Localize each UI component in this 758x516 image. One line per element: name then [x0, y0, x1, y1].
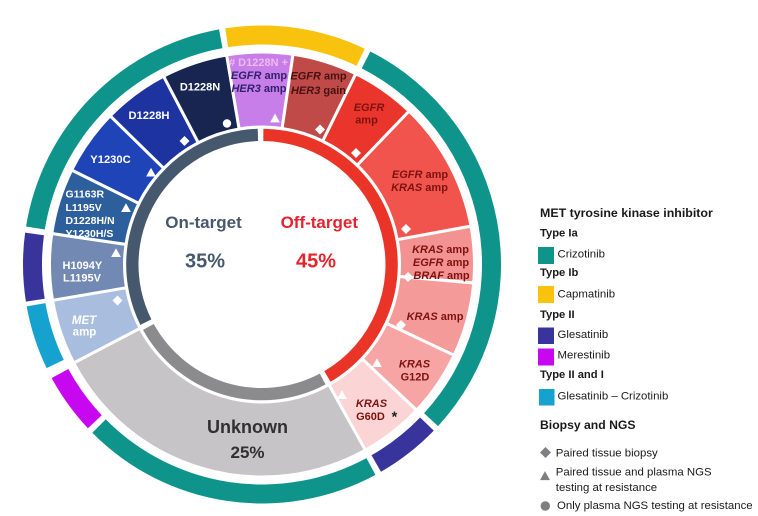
svg-text:Biopsy and NGS: Biopsy and NGS [540, 418, 635, 432]
svg-text:H1094Y: H1094Y [63, 260, 103, 272]
svg-text:35%: 35% [185, 250, 225, 272]
svg-text:MET: MET [72, 315, 97, 327]
svg-text:L1195V: L1195V [63, 272, 102, 284]
svg-text:KRAS: KRAS [356, 398, 388, 410]
svg-text:Glesatinib – Crizotinib: Glesatinib – Crizotinib [558, 390, 669, 402]
svg-text:EGFR: EGFR [354, 102, 385, 114]
svg-text:Paired tissue biopsy: Paired tissue biopsy [556, 447, 658, 459]
svg-text:Only plasma NGS testing at res: Only plasma NGS testing at resistance [557, 500, 753, 512]
svg-text:Unknown: Unknown [207, 417, 288, 437]
svg-text:KRAS amp: KRAS amp [407, 311, 464, 323]
svg-text:testing at resistance: testing at resistance [556, 482, 657, 494]
svg-text:BRAF amp: BRAF amp [413, 270, 470, 282]
svg-text:On-target: On-target [165, 213, 242, 232]
svg-text:MET tyrosine kinase inhibitor: MET tyrosine kinase inhibitor [540, 206, 713, 220]
svg-text:Y1230H/S: Y1230H/S [66, 228, 114, 240]
svg-text:# D1228N +: # D1228N + [229, 57, 288, 69]
svg-text:EGFR amp: EGFR amp [392, 169, 449, 181]
svg-text:amp: amp [355, 114, 378, 126]
svg-text:D1228H: D1228H [128, 110, 169, 122]
svg-text:Crizotinib: Crizotinib [558, 249, 605, 261]
svg-text:D1228H/N: D1228H/N [66, 215, 115, 227]
svg-text:Capmatinib: Capmatinib [558, 289, 616, 301]
svg-text:Paired tissue and plasma NGS: Paired tissue and plasma NGS [556, 467, 712, 479]
svg-text:HER3 amp: HER3 amp [231, 83, 286, 95]
svg-text:Type Ia: Type Ia [540, 228, 578, 240]
svg-text:25%: 25% [230, 443, 264, 462]
svg-text:EGFR amp: EGFR amp [231, 70, 288, 82]
svg-text:*: * [392, 409, 398, 425]
svg-text:G60D: G60D [356, 411, 385, 423]
svg-text:G12D: G12D [401, 371, 430, 383]
svg-text:Type II: Type II [540, 309, 575, 321]
svg-text:45%: 45% [296, 250, 336, 272]
svg-text:EGFR amp: EGFR amp [290, 70, 347, 82]
svg-text:Type II and I: Type II and I [540, 369, 604, 381]
svg-text:Merestinib: Merestinib [558, 349, 611, 361]
svg-text:EGFR amp: EGFR amp [413, 257, 470, 269]
svg-text:L1195V: L1195V [66, 202, 102, 214]
svg-text:HER3 gain: HER3 gain [291, 85, 346, 97]
svg-text:amp: amp [73, 327, 97, 339]
svg-text:Y1230C: Y1230C [90, 154, 130, 166]
svg-text:G1163R: G1163R [66, 189, 105, 201]
svg-text:D1228N: D1228N [180, 81, 220, 93]
svg-text:KRAS amp: KRAS amp [391, 182, 448, 194]
svg-text:Off-target: Off-target [281, 213, 359, 232]
svg-text:Type Ib: Type Ib [540, 267, 578, 279]
svg-text:KRAS amp: KRAS amp [412, 244, 469, 256]
svg-text:Glesatinib: Glesatinib [558, 329, 609, 341]
svg-text:KRAS: KRAS [399, 358, 431, 370]
